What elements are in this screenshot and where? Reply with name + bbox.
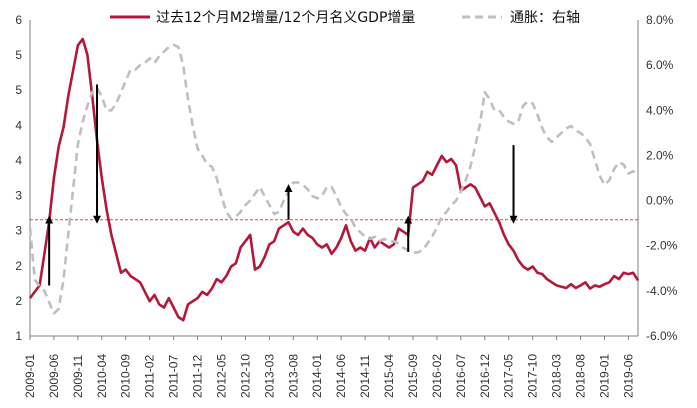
y-right-tick-label: 6.0% [646, 58, 674, 72]
x-tick-label: 2014-06 [334, 354, 348, 398]
x-tick-label: 2017-10 [526, 354, 540, 398]
y-left-tick-label: 2 [15, 259, 22, 273]
x-tick-label: 2009-01 [23, 354, 37, 398]
y-left-tick-label: 2 [15, 294, 22, 308]
x-tick-label: 2018-03 [550, 354, 564, 398]
x-tick-label: 2018-08 [574, 354, 588, 398]
plot-area [28, 37, 640, 322]
x-tick-label: 2012-10 [238, 354, 252, 398]
x-tick-label: 2013-03 [262, 354, 276, 398]
y-left-tick-label: 4 [15, 118, 22, 132]
x-tick-label: 2013-08 [286, 354, 300, 398]
x-tick-label: 2016-07 [454, 354, 468, 398]
annotations [45, 84, 518, 286]
y-right-tick-label: 4.0% [646, 103, 674, 117]
x-tick-label: 2009-11 [71, 355, 85, 398]
legend-label-m2-ratio: 过去12个月M2增量/12个月名义GDP增量 [156, 10, 415, 26]
x-tick-label: 2011-02 [143, 355, 157, 398]
x-tick-label: 2014-01 [310, 354, 324, 398]
x-tick-label: 2010-09 [119, 354, 133, 398]
y-left-tick-label: 5 [15, 48, 22, 62]
y-right-tick-label: -4.0% [646, 284, 678, 298]
x-tick-label: 2010-04 [95, 354, 109, 398]
x-tick-label: 2016-12 [478, 354, 492, 398]
x-tick-label: 2015-04 [382, 354, 396, 398]
y-right-tick-label: 2.0% [646, 148, 674, 162]
x-tick-label: 2019-06 [621, 354, 635, 398]
series-m2-ratio-line [28, 37, 640, 322]
y-right-tick-label: -6.0% [646, 329, 678, 343]
legend-label-inflation: 通胀：右轴 [510, 10, 580, 26]
y-right-tick-label: 0.0% [646, 194, 674, 208]
y-left-tick-label: 5 [15, 83, 22, 97]
legend: 过去12个月M2增量/12个月名义GDP增量 通胀：右轴 [110, 10, 580, 26]
x-tick-label: 2014-11 [358, 355, 372, 398]
x-tick-label: 2019-01 [597, 354, 611, 398]
x-tick-label: 2011-07 [167, 355, 181, 398]
series-inflation-line [28, 43, 639, 315]
x-tick-label: 2009-06 [47, 354, 61, 398]
y-left-tick-label: 3 [15, 189, 22, 203]
y-left-tick-label: 3 [15, 224, 22, 238]
y-left-tick-label: 6 [15, 13, 22, 27]
axes: 1 2 2 3 3 4 4 5 5 6 -6.0% -4.0% -2.0% 0.0% 2.0% 4.0% 6.0… [15, 13, 677, 398]
x-tick-label: 2011-12 [191, 355, 205, 398]
x-tick-label: 2015-09 [406, 354, 420, 398]
y-left-tick-label: 4 [15, 153, 22, 167]
x-tick-label: 2017-05 [502, 354, 516, 398]
x-tick-label: 2012-05 [214, 354, 228, 398]
y-left-tick-label: 1 [15, 329, 22, 343]
y-right-tick-label: 8.0% [646, 13, 674, 27]
y-right-tick-label: -2.0% [646, 239, 678, 253]
x-tick-label: 2016-02 [430, 354, 444, 398]
